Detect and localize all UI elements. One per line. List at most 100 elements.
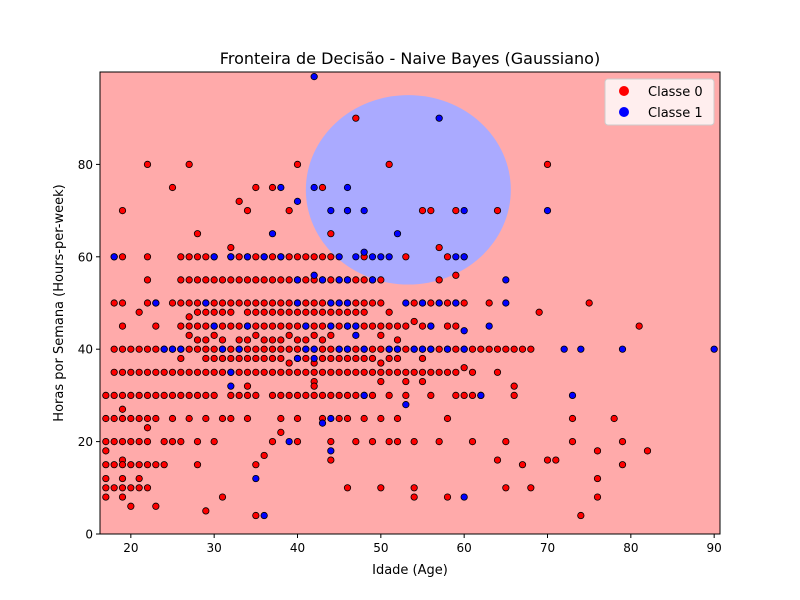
- scatter-point-class-0: [177, 368, 185, 376]
- scatter-point-class-0: [310, 253, 318, 261]
- scatter-point-class-0: [293, 345, 302, 353]
- scatter-point-class-0: [135, 437, 143, 446]
- scatter-point-class-0: [235, 299, 243, 307]
- scatter-point-class-1: [243, 253, 252, 261]
- scatter-point-class-0: [410, 368, 418, 376]
- scatter-point-class-0: [268, 345, 277, 353]
- scatter-point-class-0: [243, 368, 252, 376]
- scatter-point-class-0: [410, 493, 418, 501]
- scatter-point-class-0: [168, 183, 177, 192]
- scatter-point-class-0: [193, 461, 202, 469]
- scatter-point-class-0: [202, 276, 210, 284]
- scatter-point-class-0: [143, 345, 152, 353]
- scatter-point-class-0: [210, 345, 218, 353]
- scatter-point-class-0: [102, 414, 110, 423]
- scatter-point-class-0: [177, 253, 185, 261]
- scatter-point-class-0: [402, 377, 410, 386]
- scatter-point-class-0: [118, 493, 127, 501]
- scatter-point-class-0: [302, 253, 310, 261]
- scatter-point-class-1: [285, 437, 293, 446]
- scatter-point-class-0: [343, 354, 352, 363]
- legend-box: [604, 78, 715, 126]
- scatter-point-class-0: [510, 345, 518, 353]
- scatter-point-class-0: [377, 299, 385, 307]
- scatter-point-class-0: [285, 359, 293, 367]
- scatter-point-class-1: [160, 345, 168, 353]
- scatter-point-class-0: [327, 230, 335, 238]
- scatter-point-class-0: [218, 414, 227, 423]
- scatter-point-class-1: [293, 276, 302, 284]
- scatter-point-class-1: [452, 299, 460, 307]
- scatter-point-class-0: [218, 308, 227, 316]
- scatter-point-class-0: [460, 391, 468, 399]
- scatter-point-class-0: [193, 308, 202, 316]
- scatter-point-class-0: [277, 354, 285, 363]
- scatter-point-class-0: [318, 354, 327, 363]
- scatter-point-class-1: [310, 345, 318, 353]
- scatter-point-class-0: [252, 368, 260, 376]
- scatter-point-class-1: [268, 230, 277, 238]
- scatter-point-class-0: [193, 322, 202, 330]
- scatter-point-class-1: [452, 253, 460, 261]
- scatter-point-class-0: [202, 345, 210, 353]
- y-tick-label: 0: [85, 528, 93, 542]
- scatter-point-class-0: [143, 299, 152, 307]
- scatter-point-class-0: [435, 368, 443, 376]
- scatter-point-class-0: [468, 391, 477, 399]
- scatter-point-class-0: [127, 461, 135, 469]
- scatter-point-class-0: [243, 391, 252, 399]
- scatter-point-class-0: [460, 364, 468, 372]
- scatter-point-class-0: [593, 474, 602, 483]
- scatter-point-class-0: [393, 322, 402, 330]
- scatter-point-class-0: [318, 253, 327, 261]
- scatter-point-class-0: [577, 511, 585, 520]
- scatter-point-class-1: [410, 345, 418, 353]
- scatter-point-class-1: [335, 299, 343, 307]
- scatter-point-class-0: [143, 368, 152, 376]
- scatter-point-class-0: [493, 345, 502, 353]
- scatter-point-class-1: [427, 322, 435, 330]
- scatter-point-class-0: [218, 493, 227, 501]
- scatter-point-class-0: [185, 345, 193, 353]
- scatter-point-class-0: [268, 437, 277, 446]
- scatter-point-class-0: [252, 276, 260, 284]
- scatter-point-class-0: [385, 391, 393, 399]
- scatter-point-class-0: [260, 345, 268, 353]
- scatter-point-class-0: [368, 345, 377, 353]
- scatter-point-class-1: [560, 345, 568, 353]
- scatter-point-class-0: [410, 437, 418, 446]
- scatter-point-class-0: [293, 368, 302, 376]
- scatter-point-class-1: [227, 368, 235, 376]
- scatter-point-class-0: [318, 308, 327, 316]
- scatter-point-class-0: [310, 322, 318, 330]
- scatter-point-class-0: [352, 345, 360, 353]
- scatter-point-class-0: [152, 322, 160, 330]
- scatter-point-class-0: [252, 183, 260, 192]
- scatter-point-class-0: [310, 299, 318, 307]
- scatter-point-class-0: [310, 308, 318, 316]
- scatter-point-class-1: [385, 345, 393, 353]
- scatter-point-class-0: [202, 414, 210, 423]
- scatter-point-class-0: [302, 276, 310, 284]
- scatter-point-class-0: [277, 308, 285, 316]
- scatter-point-class-1: [310, 354, 318, 363]
- scatter-point-class-0: [218, 368, 227, 376]
- scatter-point-class-1: [543, 207, 552, 215]
- scatter-point-class-0: [127, 437, 135, 446]
- x-tick-label: 90: [707, 541, 722, 555]
- scatter-point-class-0: [252, 391, 260, 399]
- scatter-point-class-0: [118, 474, 127, 483]
- scatter-point-class-0: [127, 414, 135, 423]
- scatter-point-class-1: [368, 276, 377, 284]
- scatter-point-class-1: [327, 447, 335, 455]
- x-tick-label: 50: [373, 541, 388, 555]
- scatter-point-class-0: [252, 331, 260, 339]
- scatter-point-class-0: [252, 461, 260, 469]
- scatter-point-class-0: [343, 308, 352, 316]
- scatter-point-class-1: [577, 345, 585, 353]
- scatter-point-class-0: [102, 391, 110, 399]
- scatter-point-class-0: [427, 299, 435, 307]
- scatter-point-class-0: [335, 322, 343, 330]
- scatter-point-class-0: [143, 253, 152, 261]
- scatter-point-class-0: [593, 447, 602, 455]
